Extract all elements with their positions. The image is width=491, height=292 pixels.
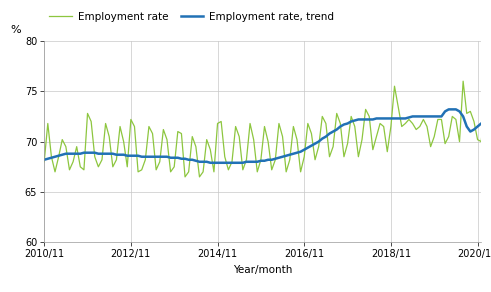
Employment rate	[45, 122, 51, 125]
Y-axis label: %: %	[10, 25, 21, 35]
Employment rate	[70, 160, 76, 164]
Employment rate	[171, 165, 177, 168]
Legend: Employment rate, Employment rate, trend: Employment rate, Employment rate, trend	[50, 12, 334, 22]
Employment rate, trend	[301, 148, 307, 152]
Employment rate	[182, 175, 188, 179]
Employment rate, trend	[240, 161, 246, 164]
Employment rate, trend	[171, 156, 177, 159]
Employment rate	[240, 168, 246, 172]
Employment rate	[460, 79, 466, 83]
Employment rate, trend	[70, 152, 76, 155]
Employment rate, trend	[41, 158, 47, 161]
Employment rate, trend	[45, 157, 51, 161]
Line: Employment rate: Employment rate	[44, 81, 489, 177]
Employment rate, trend	[486, 120, 491, 123]
Employment rate	[41, 160, 47, 164]
Employment rate, trend	[207, 161, 213, 164]
Employment rate, trend	[446, 108, 452, 111]
Employment rate	[301, 155, 307, 159]
X-axis label: Year/month: Year/month	[233, 265, 292, 275]
Line: Employment rate, trend: Employment rate, trend	[44, 110, 489, 163]
Employment rate, trend	[124, 154, 130, 157]
Employment rate	[124, 165, 130, 168]
Employment rate	[486, 98, 491, 101]
